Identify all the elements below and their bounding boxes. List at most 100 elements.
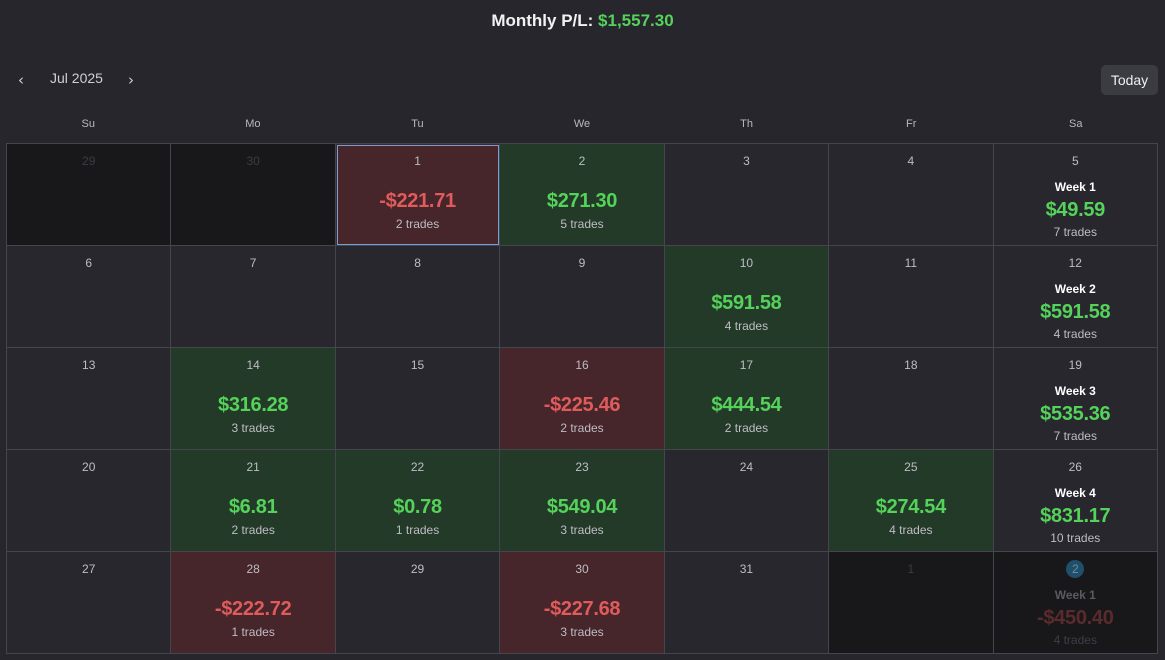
week-summary-cell[interactable]: 26 Week 4 $831.17 10 trades	[993, 450, 1158, 552]
day-number: 9	[578, 256, 586, 270]
trade-count: 5 trades	[560, 217, 604, 231]
day-number: 2	[994, 560, 1157, 578]
trade-count: 4 trades	[889, 523, 933, 537]
weekday-label: We	[573, 118, 591, 130]
trade-count: 2 trades	[724, 421, 769, 435]
trade-count: 10 trades	[1050, 531, 1101, 545]
trade-count: 2 trades	[231, 523, 275, 537]
day-number: 10	[739, 256, 754, 270]
calendar-day-cell[interactable]: 29	[335, 552, 501, 654]
calendar-day-cell[interactable]: 14 $316.28 3 trades	[171, 348, 336, 450]
calendar-day-cell[interactable]: 4	[829, 144, 994, 246]
calendar-nav: ‹ Jul 2025 › Today	[0, 62, 1165, 98]
calendar-day-cell[interactable]: 15	[335, 348, 501, 450]
pl-amount: -$222.72	[214, 598, 292, 620]
calendar-day-cell[interactable]: 8	[335, 246, 501, 348]
week-label: Week 1	[1054, 180, 1096, 194]
weekday-label: Mo	[245, 118, 261, 130]
week-label: Week 2	[1054, 282, 1096, 296]
day-number: 13	[82, 358, 96, 372]
calendar-day-cell[interactable]: 20	[7, 450, 172, 552]
day-number: 6	[85, 256, 93, 270]
pl-amount: $0.78	[393, 496, 442, 518]
weekday-label: Tu	[411, 118, 424, 130]
trade-count: 3 trades	[560, 523, 604, 537]
calendar-day-cell[interactable]: 2 $271.30 5 trades	[500, 144, 665, 246]
week-summary-cell[interactable]: 5 Week 1 $49.59 7 trades	[993, 144, 1158, 246]
pl-amount: $271.30	[546, 190, 618, 212]
day-number: 18	[904, 358, 918, 372]
calendar-day-cell[interactable]: 25 $274.54 4 trades	[829, 450, 994, 552]
day-number: 19	[1068, 358, 1082, 372]
trade-count: 2 trades	[560, 421, 604, 435]
pl-amount: -$221.71	[379, 190, 456, 212]
week-label: Week 1	[1054, 588, 1096, 602]
calendar-day-cell[interactable]: 17 $444.54 2 trades	[664, 348, 830, 450]
trade-count: 7 trades	[1053, 225, 1097, 239]
calendar-day-cell[interactable]: 24	[664, 450, 830, 552]
day-number: 3	[743, 154, 750, 168]
calendar-day-cell[interactable]: 13	[7, 348, 172, 450]
weekday-header: Su Mo Tu We Th Fr Sa	[6, 112, 1158, 136]
calendar-day-cell[interactable]: 29	[7, 144, 172, 246]
calendar-day-cell[interactable]: 11	[829, 246, 994, 348]
pl-amount: $274.54	[875, 496, 947, 518]
pl-amount: $549.04	[546, 496, 618, 518]
prev-month-icon[interactable]: ‹	[11, 68, 31, 92]
calendar-day-cell[interactable]: 7	[171, 246, 336, 348]
trade-count: 1 trades	[231, 625, 275, 639]
day-number: 22	[410, 460, 425, 474]
day-number: 25	[904, 460, 918, 474]
pl-amount: $6.81	[228, 496, 278, 518]
pl-amount: $831.17	[1040, 505, 1111, 527]
day-number: 16	[575, 358, 589, 372]
week-summary-cell[interactable]: 12 Week 2 $591.58 4 trades	[993, 246, 1158, 348]
next-month-icon[interactable]: ›	[121, 68, 141, 92]
calendar-day-cell[interactable]: 18	[829, 348, 994, 450]
calendar-day-cell[interactable]: 23 $549.04 3 trades	[500, 450, 665, 552]
pl-amount: -$225.46	[543, 394, 621, 416]
calendar-day-cell[interactable]: 1 -$221.71 2 trades	[335, 144, 501, 246]
trade-count: 3 trades	[231, 421, 275, 435]
day-number: 27	[82, 562, 96, 576]
week-label: Week 4	[1054, 486, 1096, 500]
calendar-day-cell[interactable]: 27	[7, 552, 172, 654]
week-summary-cell[interactable]: 19 Week 3 $535.36 7 trades	[993, 348, 1158, 450]
trade-count: 7 trades	[1053, 429, 1097, 443]
day-number: 30	[246, 154, 260, 168]
calendar-day-cell[interactable]: 21 $6.81 2 trades	[171, 450, 336, 552]
today-button[interactable]: Today	[1101, 65, 1158, 95]
day-number: 7	[249, 256, 257, 270]
calendar-day-cell[interactable]: 28 -$222.72 1 trades	[171, 552, 336, 654]
calendar-day-cell[interactable]: 10 $591.58 4 trades	[664, 246, 830, 348]
day-number: 21	[246, 460, 260, 474]
day-number: 29	[82, 154, 96, 168]
calendar-day-cell[interactable]: 22 $0.78 1 trades	[335, 450, 501, 552]
calendar-day-cell[interactable]: 30	[171, 144, 336, 246]
day-number: 26	[1068, 460, 1082, 474]
weekday-label: Su	[81, 118, 96, 130]
day-number: 12	[1068, 256, 1082, 270]
pl-amount: $49.59	[1045, 199, 1106, 221]
calendar-day-cell[interactable]: 3	[664, 144, 830, 246]
weekday-label: Sa	[1069, 118, 1083, 130]
calendar-day-cell[interactable]: 16 -$225.46 2 trades	[500, 348, 665, 450]
monthly-pl-header: Monthly P/L: $1,557.30	[0, 0, 1165, 44]
calendar-day-cell[interactable]: 6	[7, 246, 172, 348]
day-number: 17	[739, 358, 754, 372]
day-number: 23	[575, 460, 589, 474]
day-number: 4	[907, 154, 915, 168]
trade-count: 4 trades	[1053, 633, 1097, 647]
calendar-day-cell[interactable]: 31	[664, 552, 830, 654]
pl-amount: $591.58	[711, 292, 782, 314]
week-summary-cell[interactable]: 2 Week 1 -$450.40 4 trades	[993, 552, 1158, 654]
calendar-day-cell[interactable]: 1	[829, 552, 994, 654]
calendar-day-cell[interactable]: 30 -$227.68 3 trades	[500, 552, 665, 654]
day-number: 1	[907, 562, 915, 576]
trade-count: 2 trades	[395, 217, 440, 231]
day-number: 29	[410, 562, 425, 576]
calendar-day-cell[interactable]: 9	[500, 246, 665, 348]
day-number: 20	[82, 460, 96, 474]
day-number: 31	[739, 562, 754, 576]
monthly-pl-value: $1,557.30	[598, 11, 674, 30]
